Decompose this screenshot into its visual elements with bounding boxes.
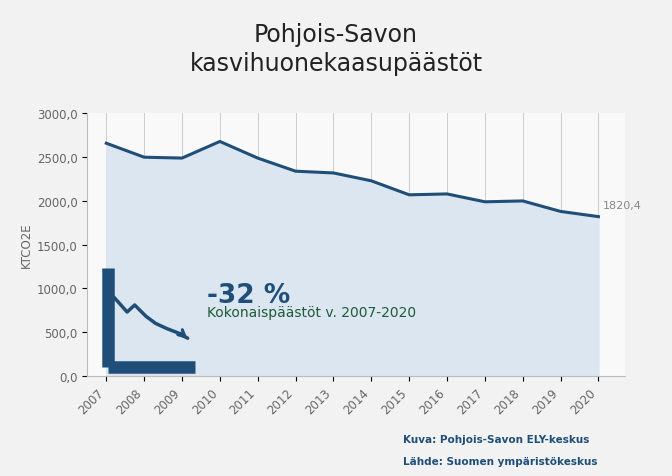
Text: Pohjois-Savon
kasvihuonekaasupäästöt: Pohjois-Savon kasvihuonekaasupäästöt [190,22,482,76]
Text: Lähde: Suomen ympäristökeskus: Lähde: Suomen ympäristökeskus [403,456,597,466]
Y-axis label: KTCO2E: KTCO2E [19,222,33,268]
Text: 1820,4: 1820,4 [603,200,642,210]
Text: Kuva: Pohjois-Savon ELY-keskus: Kuva: Pohjois-Savon ELY-keskus [403,434,589,444]
Text: Kokonaispäästöt v. 2007-2020: Kokonaispäästöt v. 2007-2020 [206,305,416,319]
Text: -32 %: -32 % [206,283,290,309]
